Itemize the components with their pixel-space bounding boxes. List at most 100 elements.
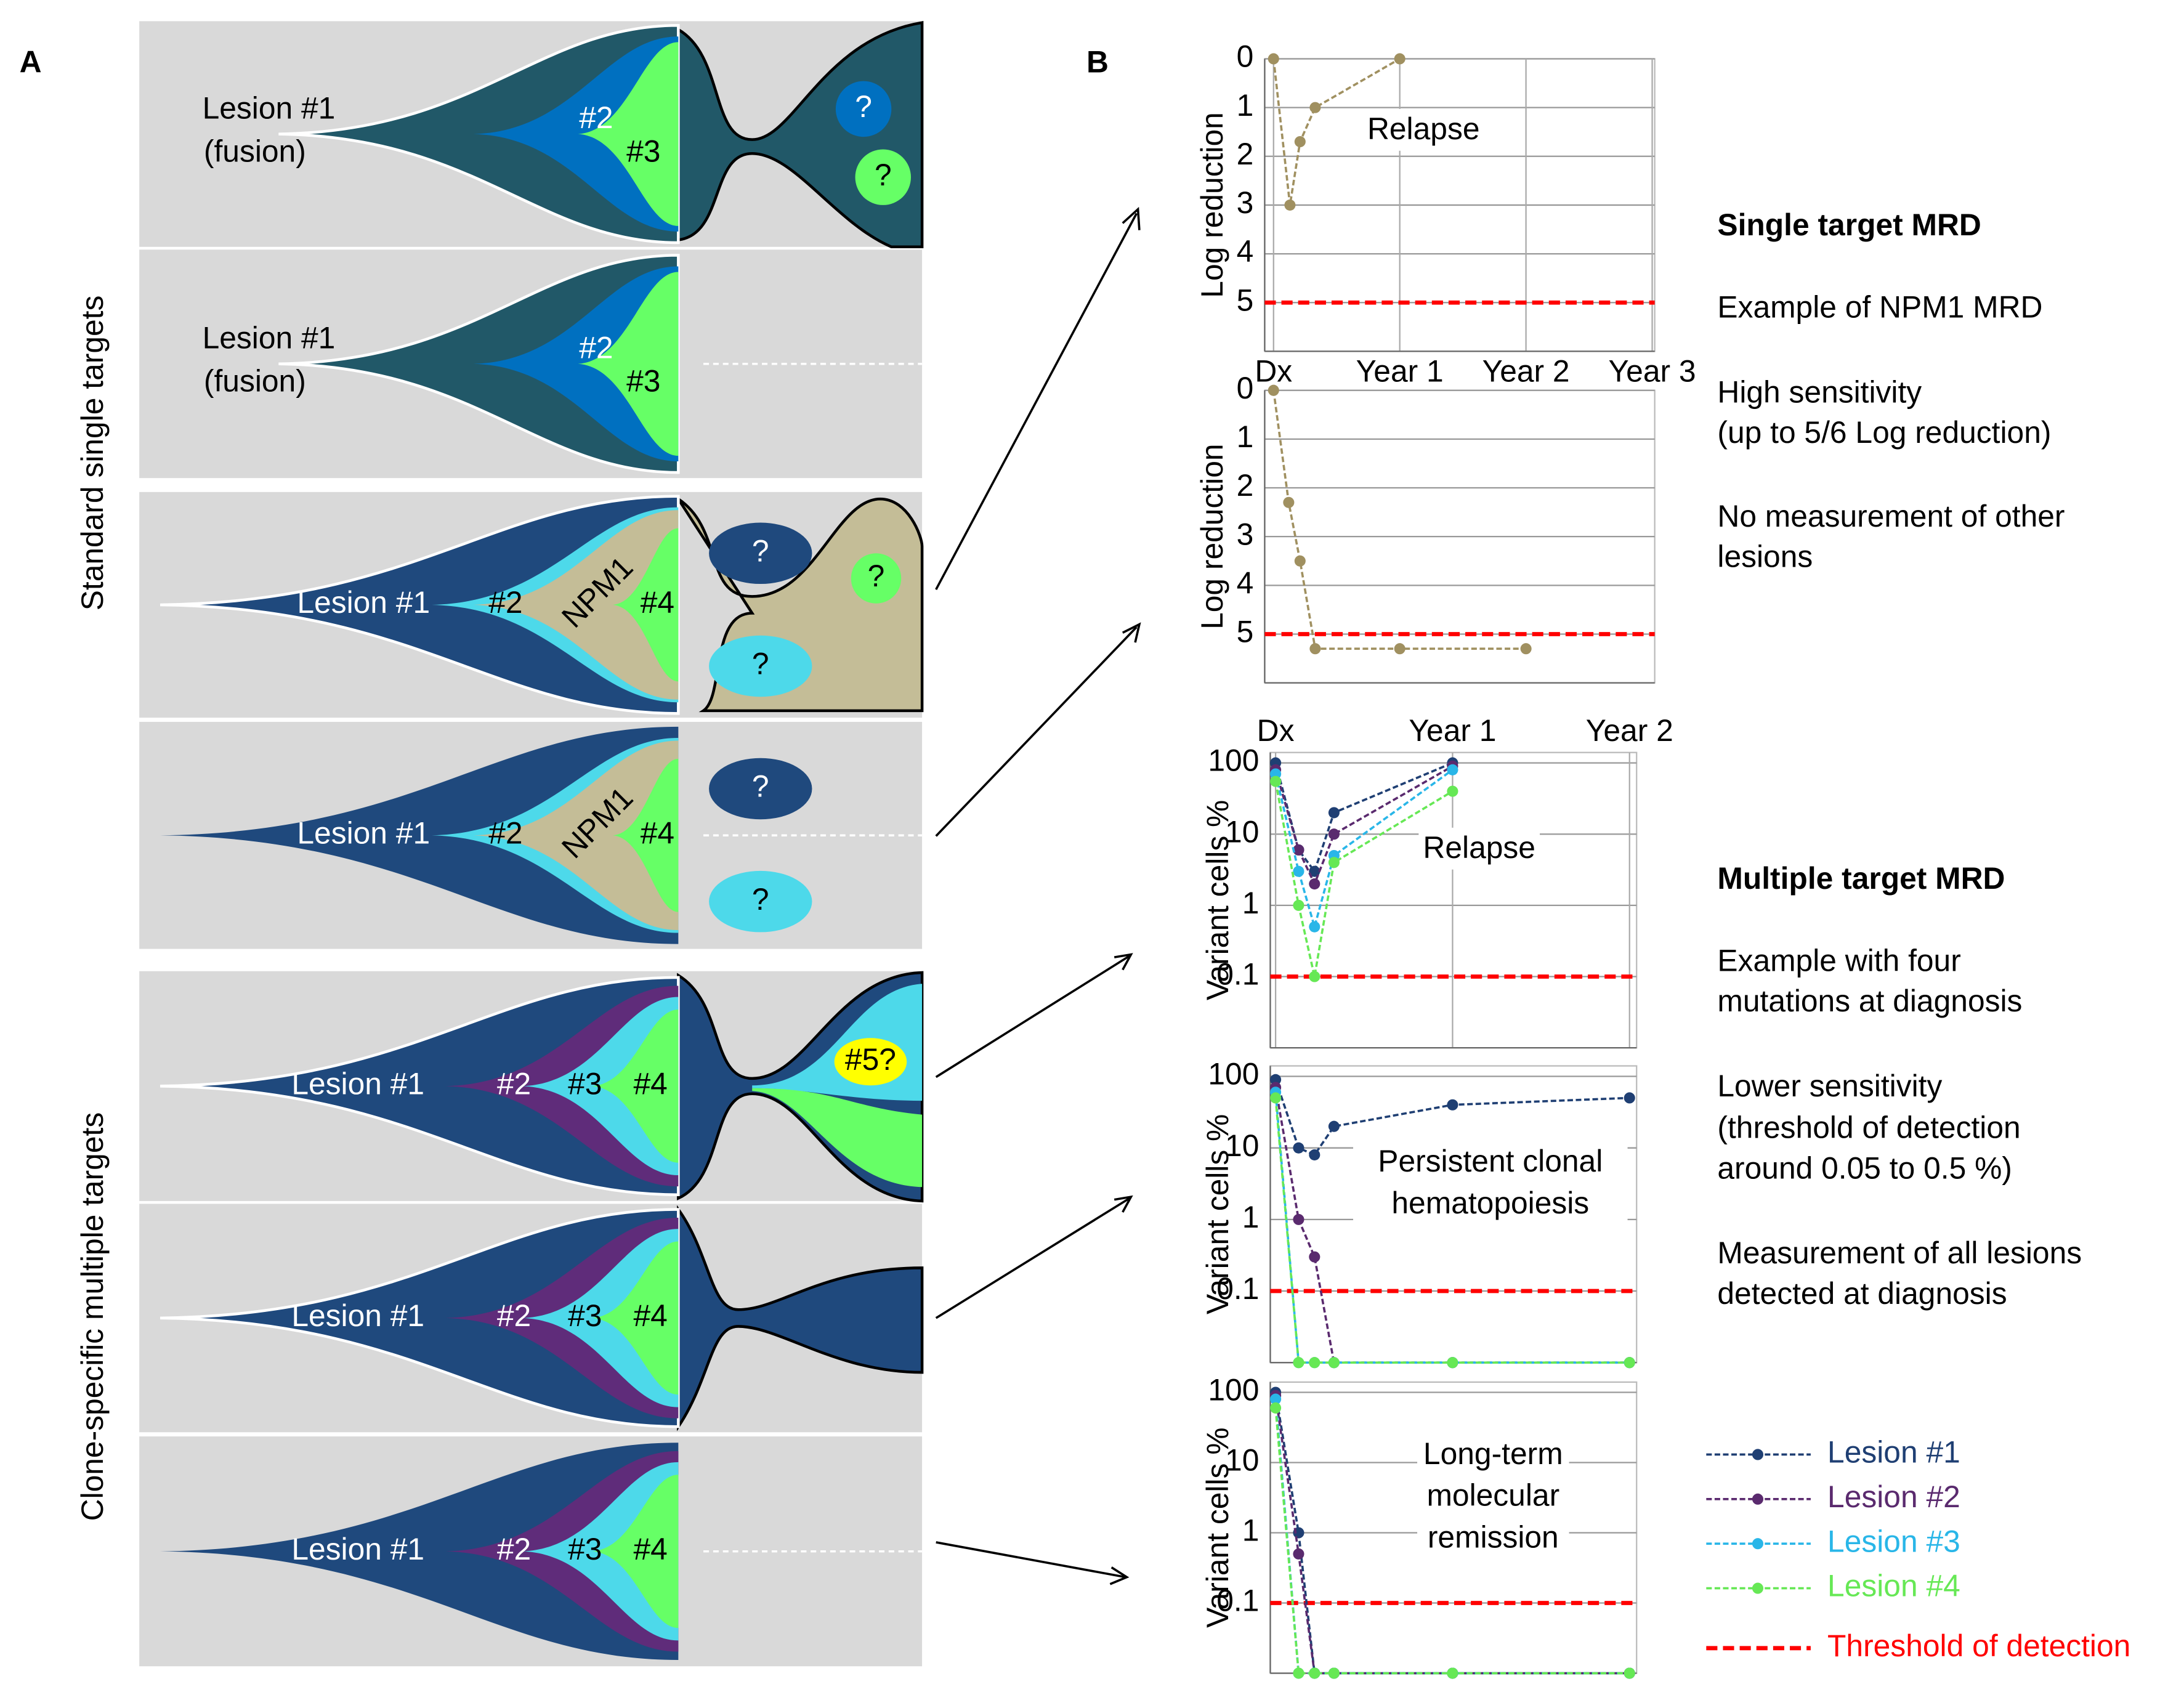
- point: [1293, 1142, 1304, 1154]
- line: [1272, 390, 1526, 650]
- chart: [1269, 751, 1638, 1049]
- label: A: [20, 45, 42, 79]
- label: #4: [641, 585, 674, 620]
- line: [1274, 1098, 1630, 1364]
- label: 1: [1242, 1513, 1260, 1548]
- point: [1309, 102, 1321, 113]
- label: 3: [1237, 185, 1254, 220]
- point: [1328, 1120, 1340, 1132]
- point: [1309, 1149, 1321, 1160]
- label: Log reduction: [1195, 443, 1229, 629]
- fish-layer: [473, 740, 679, 931]
- fish-layer: [592, 1009, 679, 1163]
- label: Lesion #3: [1827, 1524, 1960, 1558]
- label: Lesion #1: [291, 1066, 424, 1101]
- label: Long-term: [1423, 1436, 1563, 1471]
- label: (up to 5/6 Log reduction): [1717, 415, 2051, 450]
- label: ?: [752, 882, 769, 917]
- label: Year 2: [1482, 354, 1570, 389]
- chart: [1264, 53, 1656, 352]
- point: [1624, 1092, 1635, 1104]
- label: ?: [855, 89, 872, 124]
- label: #4: [633, 1532, 667, 1566]
- label: #2: [497, 1298, 531, 1333]
- fish-panel: [139, 971, 924, 1203]
- label: Lesion #4: [1827, 1569, 1960, 1603]
- label: (threshold of detection: [1717, 1111, 2020, 1145]
- label: 1: [1237, 88, 1254, 123]
- label: Year 2: [1586, 713, 1673, 748]
- line: [1274, 1392, 1630, 1675]
- arrows: [935, 206, 1141, 1585]
- label: 1: [1242, 886, 1260, 920]
- label: Variant cells %: [1200, 1428, 1235, 1628]
- fish-right-green: [752, 1088, 923, 1188]
- point: [1268, 384, 1279, 396]
- label: 2: [1237, 137, 1254, 171]
- point: [1293, 1213, 1304, 1225]
- bubble: [709, 758, 812, 820]
- point: [1447, 785, 1458, 797]
- label: Threshold of detection: [1827, 1629, 2130, 1663]
- point: [1270, 1402, 1282, 1414]
- label: remission: [1428, 1520, 1559, 1555]
- point: [1293, 1667, 1304, 1679]
- chart: [1264, 384, 1656, 684]
- annotation-bg: [1418, 827, 1540, 870]
- label: No measurement of other: [1717, 499, 2065, 533]
- fish-layer: [473, 510, 679, 700]
- point: [1309, 1357, 1321, 1369]
- annotation-bg: [1353, 1141, 1628, 1225]
- fish-layer: [473, 36, 679, 232]
- label: 2: [1237, 468, 1254, 503]
- legend-dot: [1752, 1538, 1764, 1550]
- label: Single target MRD: [1717, 208, 1981, 242]
- point: [1293, 844, 1304, 856]
- label: 4: [1237, 234, 1254, 269]
- label: #2: [497, 1532, 531, 1566]
- legend-dot: [1752, 1493, 1764, 1505]
- point: [1447, 1667, 1458, 1679]
- label: Multiple target MRD: [1717, 861, 2005, 896]
- label: ?: [752, 647, 769, 681]
- label: Lower sensitivity: [1717, 1069, 1942, 1103]
- label: B: [1086, 45, 1109, 79]
- annotation-bg: [1362, 108, 1484, 151]
- line: [1274, 1079, 1630, 1157]
- point: [1447, 764, 1458, 775]
- point: [1283, 496, 1295, 508]
- label: 4: [1237, 565, 1254, 600]
- point: [1394, 643, 1405, 655]
- label: Measurement of all lesions: [1717, 1236, 2082, 1270]
- label: 10: [1225, 1128, 1259, 1163]
- line: [1274, 1407, 1630, 1675]
- point: [1293, 865, 1304, 877]
- label: mutations at diagnosis: [1717, 984, 2022, 1018]
- label: #3: [568, 1532, 602, 1566]
- label: #2: [579, 100, 613, 135]
- label: #4: [633, 1298, 667, 1333]
- point: [1293, 899, 1304, 911]
- label: Dx: [1255, 354, 1292, 389]
- legend-dot: [1752, 1582, 1764, 1594]
- fish-layer: [160, 1443, 679, 1661]
- bubble: [835, 81, 892, 137]
- label: Lesion #2: [1827, 1479, 1960, 1514]
- bubble: [855, 149, 912, 205]
- label: #2: [488, 816, 522, 850]
- label: #2: [488, 585, 522, 620]
- fish-layer: [160, 726, 679, 944]
- fish-layer: [578, 42, 679, 226]
- point: [1268, 53, 1279, 65]
- label: Year 1: [1356, 354, 1444, 389]
- label: 5: [1237, 283, 1254, 317]
- label: around 0.05 to 0.5 %): [1717, 1151, 2012, 1185]
- label: #4: [633, 1066, 667, 1101]
- label: 5: [1237, 615, 1254, 649]
- point: [1309, 865, 1321, 877]
- point: [1270, 1074, 1282, 1085]
- label: Persistent clonal: [1378, 1144, 1603, 1178]
- point: [1328, 807, 1340, 819]
- point: [1447, 1357, 1458, 1369]
- fish-layer: [613, 528, 679, 682]
